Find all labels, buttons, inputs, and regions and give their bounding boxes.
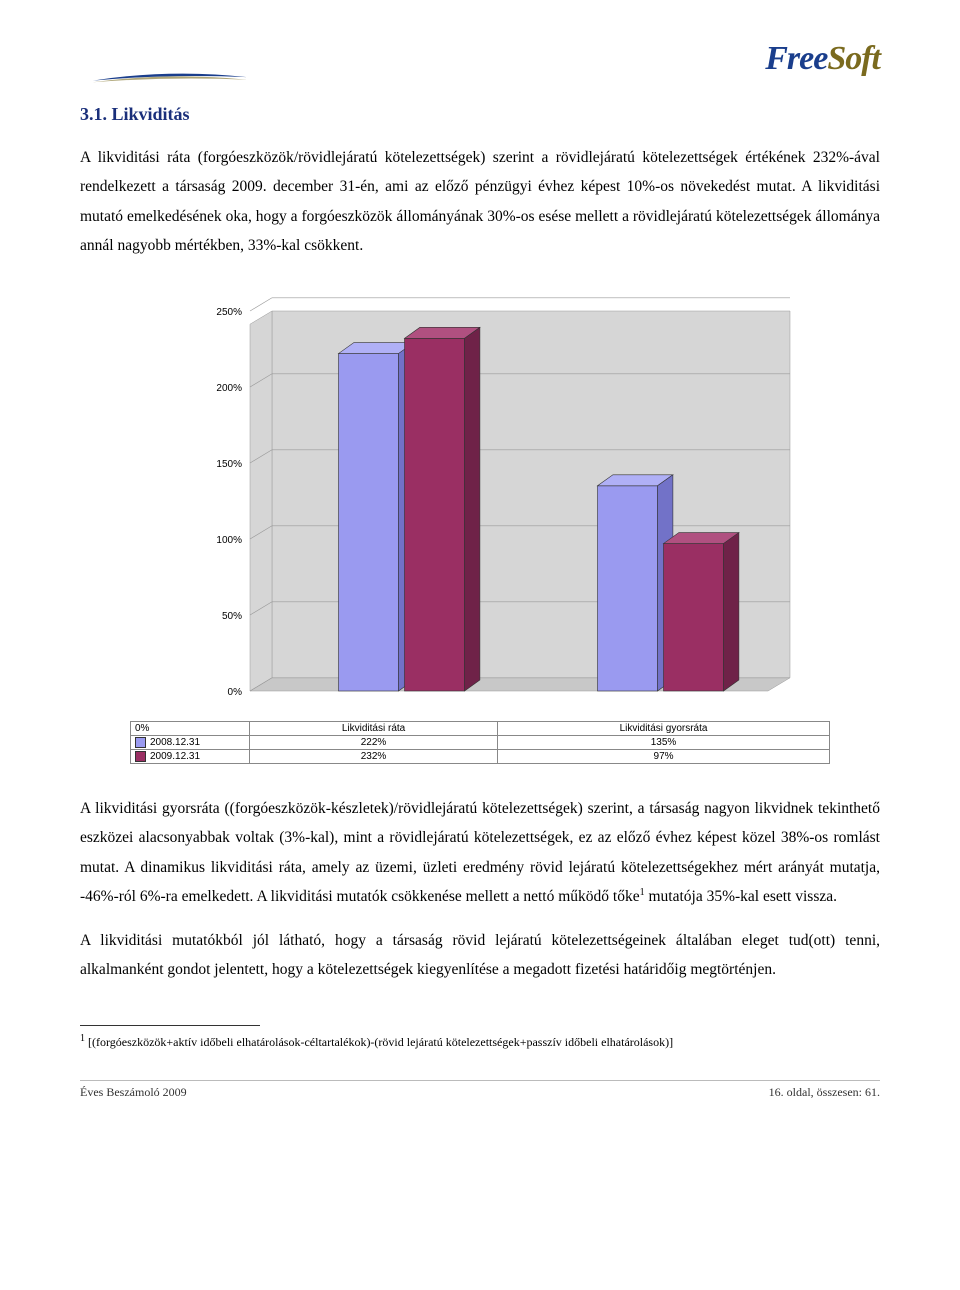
footer-right: 16. oldal, összesen: 61. — [769, 1085, 880, 1100]
para2-part-b: mutatója 35%-kal esett vissza. — [645, 888, 837, 905]
footnote-body: [(forgóeszközök+aktív időbeli elhatárolá… — [85, 1035, 673, 1049]
cell: 97% — [498, 749, 830, 763]
footer-separator — [80, 1080, 880, 1081]
legend-swatch-2008 — [135, 737, 146, 748]
svg-text:50%: 50% — [222, 611, 242, 622]
paragraph-1: A likviditási ráta (forgóeszközök/rövidl… — [80, 143, 880, 261]
table-row: 2008.12.31 222% 135% — [131, 735, 830, 749]
section-title: 3.1. Likviditás — [80, 104, 880, 125]
svg-text:200%: 200% — [216, 383, 242, 394]
svg-text:250%: 250% — [216, 307, 242, 318]
table-header-col2: Likviditási gyorsráta — [498, 721, 830, 735]
legend-label-2008: 2008.12.31 — [150, 737, 200, 748]
footnote-separator — [80, 1025, 260, 1026]
page-footer: Éves Beszámoló 2009 16. oldal, összesen:… — [80, 1085, 880, 1120]
cell: 222% — [250, 735, 498, 749]
brand-logo: FreeSoft — [80, 40, 880, 84]
table-header-col1: Likviditási ráta — [250, 721, 498, 735]
brand-swoosh-icon — [80, 72, 260, 84]
svg-text:150%: 150% — [216, 459, 242, 470]
table-row: 2009.12.31 232% 97% — [131, 749, 830, 763]
footer-left: Éves Beszámoló 2009 — [80, 1085, 187, 1100]
brand-part1: Free — [765, 40, 827, 77]
cell: 135% — [498, 735, 830, 749]
chart-data-table: 0% Likviditási ráta Likviditási gyorsrát… — [130, 721, 830, 764]
legend-label-2009: 2009.12.31 — [150, 751, 200, 762]
paragraph-3: A likviditási mutatókból jól látható, ho… — [80, 926, 880, 985]
liquidity-chart: 0% 50% 100% 150% 200% 250% 0% Likviditási rát… — [130, 291, 830, 764]
paragraph-2: A likviditási gyorsráta ((forgóeszközök-… — [80, 794, 880, 912]
chart-canvas: 0% 50% 100% 150% 200% 250% — [130, 291, 830, 721]
brand-part2: Soft — [827, 40, 880, 77]
svg-text:100%: 100% — [216, 535, 242, 546]
cell: 232% — [250, 749, 498, 763]
table-corner: 0% — [131, 721, 250, 735]
svg-text:0%: 0% — [228, 687, 243, 698]
legend-swatch-2009 — [135, 751, 146, 762]
footnote: 1 [(forgóeszközök+aktív időbeli elhatáro… — [80, 1032, 880, 1051]
